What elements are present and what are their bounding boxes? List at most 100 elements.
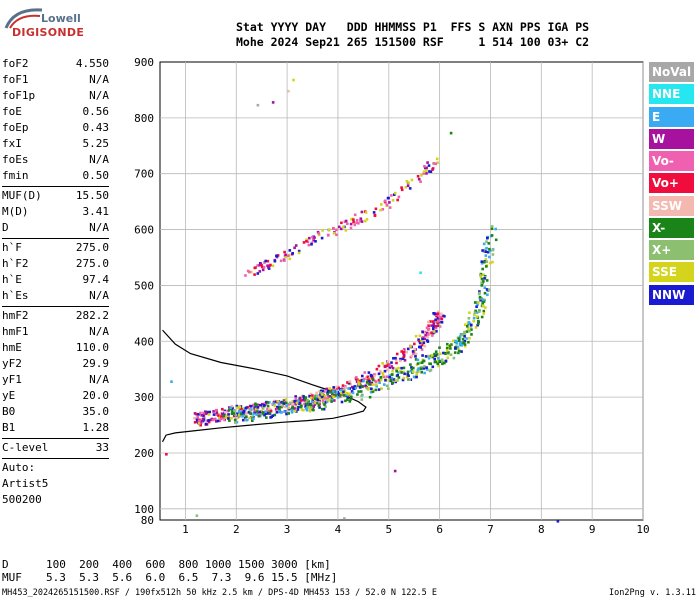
echo-point xyxy=(395,352,399,356)
echo-point xyxy=(230,417,233,420)
echo-point xyxy=(436,360,439,363)
echo-point xyxy=(463,344,467,348)
echo-point xyxy=(459,341,463,344)
echo-point xyxy=(425,366,428,369)
param-row-foes: foEs N/A xyxy=(2,152,109,168)
param-value: 0.50 xyxy=(82,169,110,182)
echo-point xyxy=(234,413,237,417)
echo-point xyxy=(201,419,204,423)
echo-point xyxy=(246,418,249,422)
echo-point xyxy=(278,405,282,409)
echo-point xyxy=(428,170,431,173)
echo-point xyxy=(215,420,218,423)
echo-point xyxy=(215,413,218,416)
echo-point xyxy=(361,374,364,378)
echo-point xyxy=(347,382,351,385)
echo-point xyxy=(422,367,426,370)
echo-point xyxy=(419,180,422,183)
echo-point xyxy=(295,401,299,405)
legend-item-x: X- xyxy=(649,217,694,238)
echo-point xyxy=(485,246,488,250)
echo-point xyxy=(235,416,238,420)
echo-point xyxy=(225,414,228,417)
echo-point xyxy=(425,331,429,335)
echo-point xyxy=(266,259,270,263)
echo-point xyxy=(351,391,355,395)
echo-point xyxy=(285,412,288,416)
echo-point xyxy=(482,309,486,313)
x-tick-label: 8 xyxy=(538,523,545,536)
echo-point xyxy=(253,273,256,276)
echo-point xyxy=(420,370,423,374)
echo-point xyxy=(213,418,216,421)
header-line2: Mohe 2024 Sep21 265 151500 RSF 1 514 100… xyxy=(236,35,590,49)
echo-point xyxy=(319,396,322,400)
echo-point xyxy=(457,339,461,343)
echo-point xyxy=(463,343,467,346)
echo-point xyxy=(388,364,392,367)
echo-point xyxy=(300,399,303,402)
echo-point xyxy=(386,359,390,363)
echo-point xyxy=(395,361,398,365)
param-value: 5.25 xyxy=(82,137,110,150)
echo-point xyxy=(488,247,491,251)
echo-point xyxy=(488,255,491,259)
echo-point xyxy=(368,383,371,386)
echo-point xyxy=(467,317,471,320)
echo-point xyxy=(476,303,479,306)
echo-point xyxy=(277,402,281,406)
echo-point xyxy=(304,405,307,408)
param-value: 97.4 xyxy=(82,273,110,286)
echo-point xyxy=(415,371,419,374)
echo-point xyxy=(334,394,337,397)
echo-point xyxy=(350,390,354,393)
echo-point xyxy=(207,413,211,416)
echo-point xyxy=(473,301,477,304)
param-value: 275.0 xyxy=(75,257,109,270)
echo-point xyxy=(283,410,286,413)
echo-point xyxy=(364,211,368,214)
echo-point xyxy=(283,250,286,254)
echo-point xyxy=(433,312,436,315)
echo-point xyxy=(262,404,266,407)
legend-item-nnw: NNW xyxy=(649,284,694,305)
echo-point xyxy=(463,335,466,338)
echo-point xyxy=(291,406,295,409)
footer-muf-table: D 100 200 400 600 800 1000 1500 3000 [km]… xyxy=(2,558,337,584)
echo-point xyxy=(436,321,439,325)
echo-point xyxy=(256,103,260,107)
echo-point xyxy=(304,407,308,410)
echo-point xyxy=(318,402,321,406)
echo-point xyxy=(435,314,438,318)
echo-point xyxy=(280,411,283,414)
echo-point xyxy=(396,379,399,382)
echo-point xyxy=(375,384,378,388)
echo-point xyxy=(294,397,298,400)
echo-point xyxy=(349,382,352,386)
echo-point xyxy=(384,199,387,203)
logo-line2: DIGISONDE xyxy=(12,26,85,39)
y-tick-label: 900 xyxy=(134,56,154,69)
echo-point xyxy=(227,413,230,416)
echo-point xyxy=(258,412,261,416)
echo-point xyxy=(435,157,439,161)
footer-muf-label: MUF xyxy=(2,571,22,584)
echo-point xyxy=(478,291,481,295)
param-name: h`F2 xyxy=(2,257,29,270)
echo-point xyxy=(482,242,486,246)
echo-point xyxy=(434,350,438,353)
plot-frame xyxy=(159,61,644,521)
echo-point xyxy=(323,394,326,398)
echo-point xyxy=(264,410,267,413)
echo-point xyxy=(320,395,324,399)
echo-point xyxy=(356,393,359,396)
param-name: foE xyxy=(2,105,22,118)
echo-point xyxy=(445,346,449,350)
echo-point xyxy=(418,334,422,338)
param-row-hme: hmE 110.0 xyxy=(2,340,109,356)
echo-point xyxy=(353,223,357,227)
echo-point xyxy=(362,379,365,383)
param-name: B0 xyxy=(2,405,16,418)
echo-point xyxy=(441,359,444,363)
echo-point xyxy=(480,315,484,319)
